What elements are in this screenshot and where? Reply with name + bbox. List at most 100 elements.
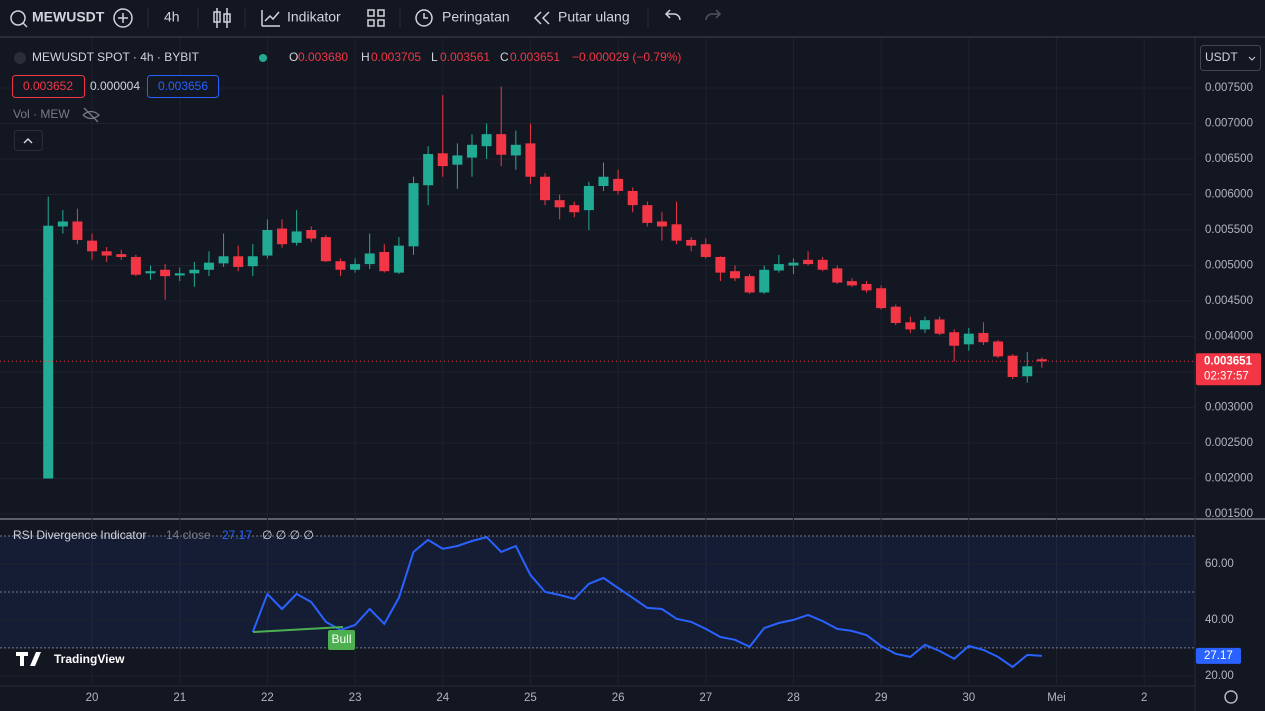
indicator-params: 14 close: [166, 528, 211, 542]
x-tick-label: 22: [261, 692, 274, 704]
candle-body: [43, 225, 54, 479]
indicator-value: 27.17: [222, 528, 252, 542]
y-tick-label: 20.00: [1205, 670, 1234, 682]
candle-body: [291, 231, 302, 243]
settings-button[interactable]: [1224, 690, 1238, 704]
compare-button[interactable]: [113, 8, 133, 28]
candle-body: [306, 230, 317, 239]
x-tick-label: 21: [173, 692, 186, 704]
symbol-logo: [14, 52, 26, 64]
indicators-button[interactable]: Indikator: [287, 9, 341, 25]
plot: [0, 86, 1195, 669]
candle-body: [876, 288, 887, 309]
candle-body: [1022, 366, 1033, 377]
candle-body: [510, 144, 521, 156]
rsi-value-box: [1196, 647, 1241, 664]
ohlc-value: 0.003705: [371, 50, 421, 64]
candle-body: [949, 332, 960, 346]
candle-body: [116, 254, 127, 257]
indicator-title: RSI Divergence Indicator: [13, 528, 146, 542]
candle-body: [277, 228, 288, 245]
candle-body: [934, 319, 945, 334]
candle-body: [174, 273, 185, 276]
volume-label: Vol · MEW: [13, 107, 70, 121]
candle-body: [846, 281, 857, 286]
plus-icon: [118, 13, 128, 23]
x-tick-label: 25: [524, 692, 537, 704]
candle-body: [627, 190, 638, 206]
y-tick-label: 0.002500: [1205, 437, 1253, 449]
candle-body: [832, 268, 843, 283]
ohlc-value: 0.003561: [440, 50, 490, 64]
redo-button[interactable]: [705, 9, 722, 21]
candle-body: [1036, 359, 1047, 362]
search-icon[interactable]: [10, 10, 26, 26]
chart-type-icon: [213, 11, 221, 23]
ohlc-label: H: [361, 50, 370, 64]
market-status: [259, 54, 267, 62]
rsi-line: [251, 535, 1042, 669]
candle-body: [525, 143, 536, 177]
candle-body: [218, 256, 229, 264]
candle-body: [656, 221, 667, 227]
grid: [0, 38, 1195, 686]
candle-body: [715, 256, 726, 273]
candle-body: [423, 154, 434, 186]
candle-body: [919, 320, 930, 330]
divergence-line: [252, 626, 344, 633]
y-tick-label: 0.007500: [1205, 82, 1253, 94]
undo-button[interactable]: [664, 9, 681, 21]
ohlc-value: 0.003651: [510, 50, 560, 64]
candle-body: [160, 269, 171, 277]
y-tick-label: 60.00: [1205, 558, 1234, 570]
candle-body: [379, 252, 390, 272]
y-tick-label: 0.004500: [1205, 295, 1253, 307]
layout-icon[interactable]: [367, 9, 385, 27]
candle-body: [773, 264, 784, 271]
candle-body: [583, 185, 594, 211]
hide-icon[interactable]: [82, 107, 100, 123]
toolbar-bg: [0, 0, 1265, 36]
alerts-button[interactable]: Peringatan: [442, 9, 510, 25]
x-tick-label: 26: [612, 692, 625, 704]
symbol-name[interactable]: MEWUSDT: [32, 9, 105, 25]
candle-body: [642, 205, 653, 223]
candle-body: [364, 253, 375, 265]
replay-icon[interactable]: [533, 11, 550, 25]
candle-body: [744, 276, 755, 293]
x-tick-label: 2: [1141, 692, 1147, 704]
buy-box[interactable]: [147, 75, 219, 98]
interval-button[interactable]: 4h: [164, 9, 180, 25]
candle-body: [861, 283, 872, 291]
chart-type-icon: [223, 13, 231, 23]
candle-body: [496, 134, 507, 155]
candle-body: [101, 251, 112, 256]
candle-body: [554, 200, 565, 208]
candle-body: [817, 259, 828, 270]
currency-label: USDT: [1205, 50, 1238, 64]
candle-body: [700, 244, 711, 257]
candle-body: [408, 183, 419, 247]
candle-body: [993, 341, 1004, 357]
sell-price: 0.003652: [23, 79, 73, 93]
y-tick-label: 0.005000: [1205, 260, 1253, 272]
candle-body: [393, 245, 404, 273]
candle-body: [350, 264, 361, 270]
candle-body: [262, 230, 273, 256]
spread: 0.000004: [90, 79, 140, 93]
candle-body: [963, 333, 974, 345]
rsi-value-label: 27.17: [1204, 650, 1233, 662]
candle-body: [87, 240, 98, 252]
candle-body: [540, 176, 551, 201]
candle-body: [890, 306, 901, 324]
replay-button[interactable]: Putar ulang: [558, 9, 630, 25]
candle-body: [437, 153, 448, 167]
currency-button[interactable]: [1200, 45, 1261, 71]
sell-box[interactable]: [12, 75, 85, 98]
candle-body: [803, 259, 814, 265]
indicator-icon[interactable]: [261, 10, 280, 27]
ohlc-label: L: [431, 50, 438, 64]
alert-icon[interactable]: [415, 9, 433, 27]
